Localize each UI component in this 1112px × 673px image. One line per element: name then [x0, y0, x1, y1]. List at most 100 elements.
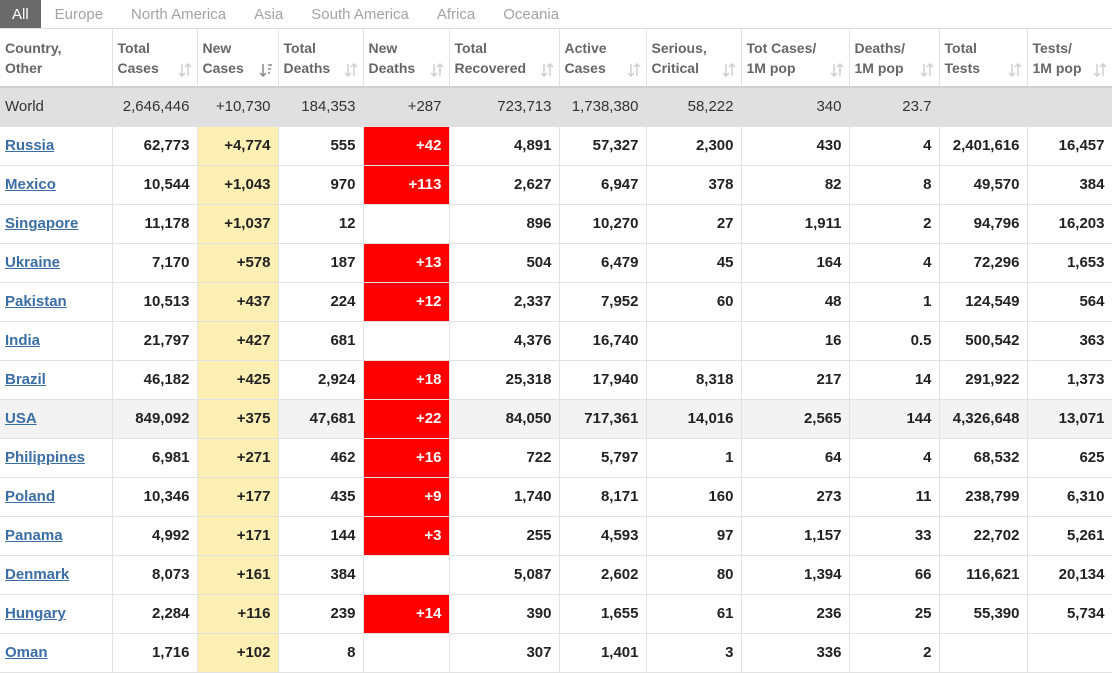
tab-north-america[interactable]: North America [131, 5, 227, 23]
tab-all[interactable]: All [0, 0, 41, 28]
country-link[interactable]: USA [5, 410, 37, 427]
cell-new-cases: +4,774 [197, 126, 279, 166]
column-header-serious-critical[interactable]: Serious, Critical [646, 29, 742, 88]
column-header-label: Total Cases [117, 39, 159, 76]
cell-total-deaths: 2,924 [278, 360, 364, 400]
cell-tot-cases-per-1m: 48 [741, 282, 850, 322]
sort-arrows-icon[interactable] [1092, 63, 1107, 77]
cell-tot-cases-per-1m: 1,394 [741, 555, 850, 595]
country-link[interactable]: Pakistan [5, 293, 67, 310]
cell-total-recovered: 25,318 [449, 360, 560, 400]
country-link[interactable]: Denmark [5, 566, 70, 583]
sort-arrows-icon[interactable] [177, 63, 192, 77]
sort-arrows-icon[interactable] [919, 63, 934, 77]
cell-deaths-per-1m: 25 [849, 594, 940, 634]
cell-country: Mexico [0, 165, 113, 205]
cell-new-deaths: +16 [363, 438, 450, 478]
cell-new-cases: +1,037 [197, 204, 279, 244]
cell-new-cases: +437 [197, 282, 279, 322]
country-link[interactable]: Poland [5, 488, 56, 505]
column-header-total-recovered[interactable]: Total Recovered [449, 29, 560, 88]
column-header-label: Deaths/ 1M pop [854, 39, 906, 76]
column-header-label: Total Tests [944, 39, 981, 76]
sort-arrows-icon[interactable] [1007, 63, 1022, 77]
cell-total-cases: 6,981 [112, 438, 198, 478]
cell-country: Panama [0, 516, 113, 556]
country-link[interactable]: Panama [5, 527, 63, 544]
sort-arrows-icon[interactable] [429, 63, 444, 77]
column-header-tests-per-1m[interactable]: Tests/ 1M pop [1027, 29, 1112, 88]
country-link[interactable]: Philippines [5, 449, 86, 466]
cell-serious-critical: 160 [646, 477, 742, 517]
cell-tot-cases-per-1m: 1,157 [741, 516, 850, 556]
cell-total-tests: 22,702 [939, 516, 1028, 556]
cell-tests-per-1m: 1,373 [1027, 360, 1112, 400]
cell-country: Denmark [0, 555, 113, 595]
cell-new-deaths [363, 321, 450, 361]
cell-total-recovered: 896 [449, 204, 560, 244]
table-body: World 2,646,446 +10,730 184,353 +287 723,713 1… [0, 87, 1112, 673]
cell-new-cases: +1,043 [197, 165, 279, 205]
country-link[interactable]: Hungary [5, 605, 66, 622]
country-link[interactable]: Oman [5, 644, 48, 661]
cell-tot-cases-per-1m: 340 [741, 87, 850, 127]
cell-tests-per-1m: 5,261 [1027, 516, 1112, 556]
column-header-label: Total Recovered [454, 39, 527, 76]
tab-africa[interactable]: Africa [436, 5, 476, 23]
cell-tests-per-1m: 13,071 [1027, 399, 1112, 439]
column-header-total-tests[interactable]: Total Tests [939, 29, 1028, 88]
cell-serious-critical: 2,300 [646, 126, 742, 166]
cell-tests-per-1m: 5,734 [1027, 594, 1112, 634]
cell-tests-per-1m: 16,457 [1027, 126, 1112, 166]
cell-deaths-per-1m: 4 [849, 438, 940, 478]
sort-arrows-icon[interactable] [626, 63, 641, 77]
cell-country: Ukraine [0, 243, 113, 283]
sort-desc-icon[interactable] [258, 63, 273, 77]
column-header-deaths-per-1m[interactable]: Deaths/ 1M pop [849, 29, 940, 88]
country-link[interactable]: India [5, 332, 41, 349]
cell-new-deaths [363, 555, 450, 595]
cell-total-tests: 68,532 [939, 438, 1028, 478]
tab-oceania[interactable]: Oceania [503, 5, 560, 23]
tab-europe[interactable]: Europe [54, 5, 104, 23]
column-header-new-cases[interactable]: New Cases [197, 29, 279, 88]
cell-tests-per-1m: 20,134 [1027, 555, 1112, 595]
column-header-country[interactable]: Country, Other [0, 29, 113, 88]
cell-total-deaths: 462 [278, 438, 364, 478]
cell-country: Philippines [0, 438, 113, 478]
cell-deaths-per-1m: 2 [849, 204, 940, 244]
cell-country: World [0, 87, 113, 127]
sort-arrows-icon[interactable] [539, 63, 554, 77]
country-link[interactable]: Brazil [5, 371, 46, 388]
tab-asia[interactable]: Asia [254, 5, 284, 23]
country-link[interactable]: Singapore [5, 215, 79, 232]
cell-tests-per-1m: 384 [1027, 165, 1112, 205]
cell-new-cases: +10,730 [197, 87, 279, 127]
sort-arrows-icon[interactable] [343, 63, 358, 77]
cell-deaths-per-1m: 0.5 [849, 321, 940, 361]
country-link[interactable]: Russia [5, 137, 55, 154]
column-header-label: Total Deaths [283, 39, 331, 76]
sort-arrows-icon[interactable] [829, 63, 844, 77]
cell-new-cases: +177 [197, 477, 279, 517]
country-link[interactable]: Ukraine [5, 254, 61, 271]
cell-total-cases: 11,178 [112, 204, 198, 244]
column-header-total-deaths[interactable]: Total Deaths [278, 29, 364, 88]
cell-new-cases: +427 [197, 321, 279, 361]
column-header-active-cases[interactable]: Active Cases [559, 29, 647, 88]
column-header-tot-cases-per-1m[interactable]: Tot Cases/ 1M pop [741, 29, 850, 88]
cell-total-recovered: 504 [449, 243, 560, 283]
column-header-label: New Deaths [368, 39, 416, 76]
cell-new-cases: +425 [197, 360, 279, 400]
cell-tests-per-1m: 363 [1027, 321, 1112, 361]
country-link[interactable]: Mexico [5, 176, 56, 193]
sort-arrows-icon[interactable] [721, 63, 736, 77]
column-header-new-deaths[interactable]: New Deaths [363, 29, 450, 88]
cell-new-deaths [363, 633, 450, 673]
cell-active-cases: 1,401 [559, 633, 647, 673]
column-header-total-cases[interactable]: Total Cases [112, 29, 198, 88]
cell-serious-critical: 3 [646, 633, 742, 673]
tab-south-america[interactable]: South America [311, 5, 409, 23]
cell-total-cases: 10,346 [112, 477, 198, 517]
cell-tot-cases-per-1m: 236 [741, 594, 850, 634]
